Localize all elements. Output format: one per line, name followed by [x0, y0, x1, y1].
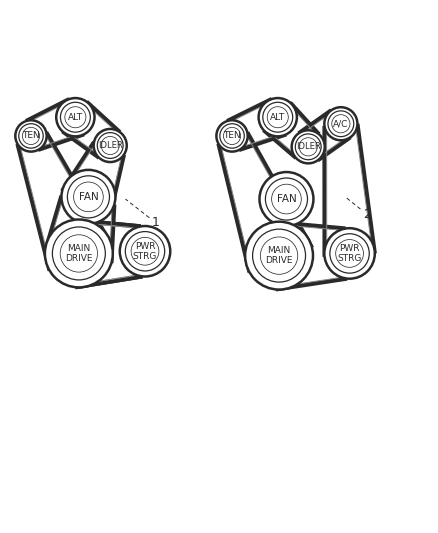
Text: PWR
STRG: PWR STRG — [133, 241, 157, 261]
Text: FAN: FAN — [276, 194, 297, 204]
Text: 2: 2 — [363, 208, 371, 221]
Text: TEN: TEN — [223, 132, 241, 140]
Text: A/C: A/C — [333, 119, 349, 128]
Text: PWR
STRG: PWR STRG — [337, 244, 362, 263]
Text: MAIN
DRIVE: MAIN DRIVE — [265, 246, 293, 265]
Circle shape — [61, 170, 116, 224]
Text: IDLER: IDLER — [296, 142, 321, 151]
Circle shape — [45, 220, 113, 287]
Text: IDLER: IDLER — [98, 141, 123, 150]
Circle shape — [245, 222, 313, 289]
Circle shape — [15, 120, 47, 151]
Text: ALT: ALT — [270, 112, 286, 122]
Text: 1: 1 — [152, 216, 160, 230]
Circle shape — [258, 98, 297, 136]
Text: ALT: ALT — [68, 112, 83, 122]
Circle shape — [56, 98, 95, 136]
Circle shape — [259, 172, 314, 226]
Circle shape — [324, 107, 357, 140]
Text: TEN: TEN — [22, 132, 40, 140]
Text: FAN: FAN — [78, 192, 98, 202]
Circle shape — [216, 120, 248, 151]
Text: MAIN
DRIVE: MAIN DRIVE — [65, 244, 92, 263]
Circle shape — [120, 226, 170, 277]
Circle shape — [292, 130, 325, 163]
Circle shape — [324, 228, 375, 279]
Circle shape — [94, 129, 127, 162]
